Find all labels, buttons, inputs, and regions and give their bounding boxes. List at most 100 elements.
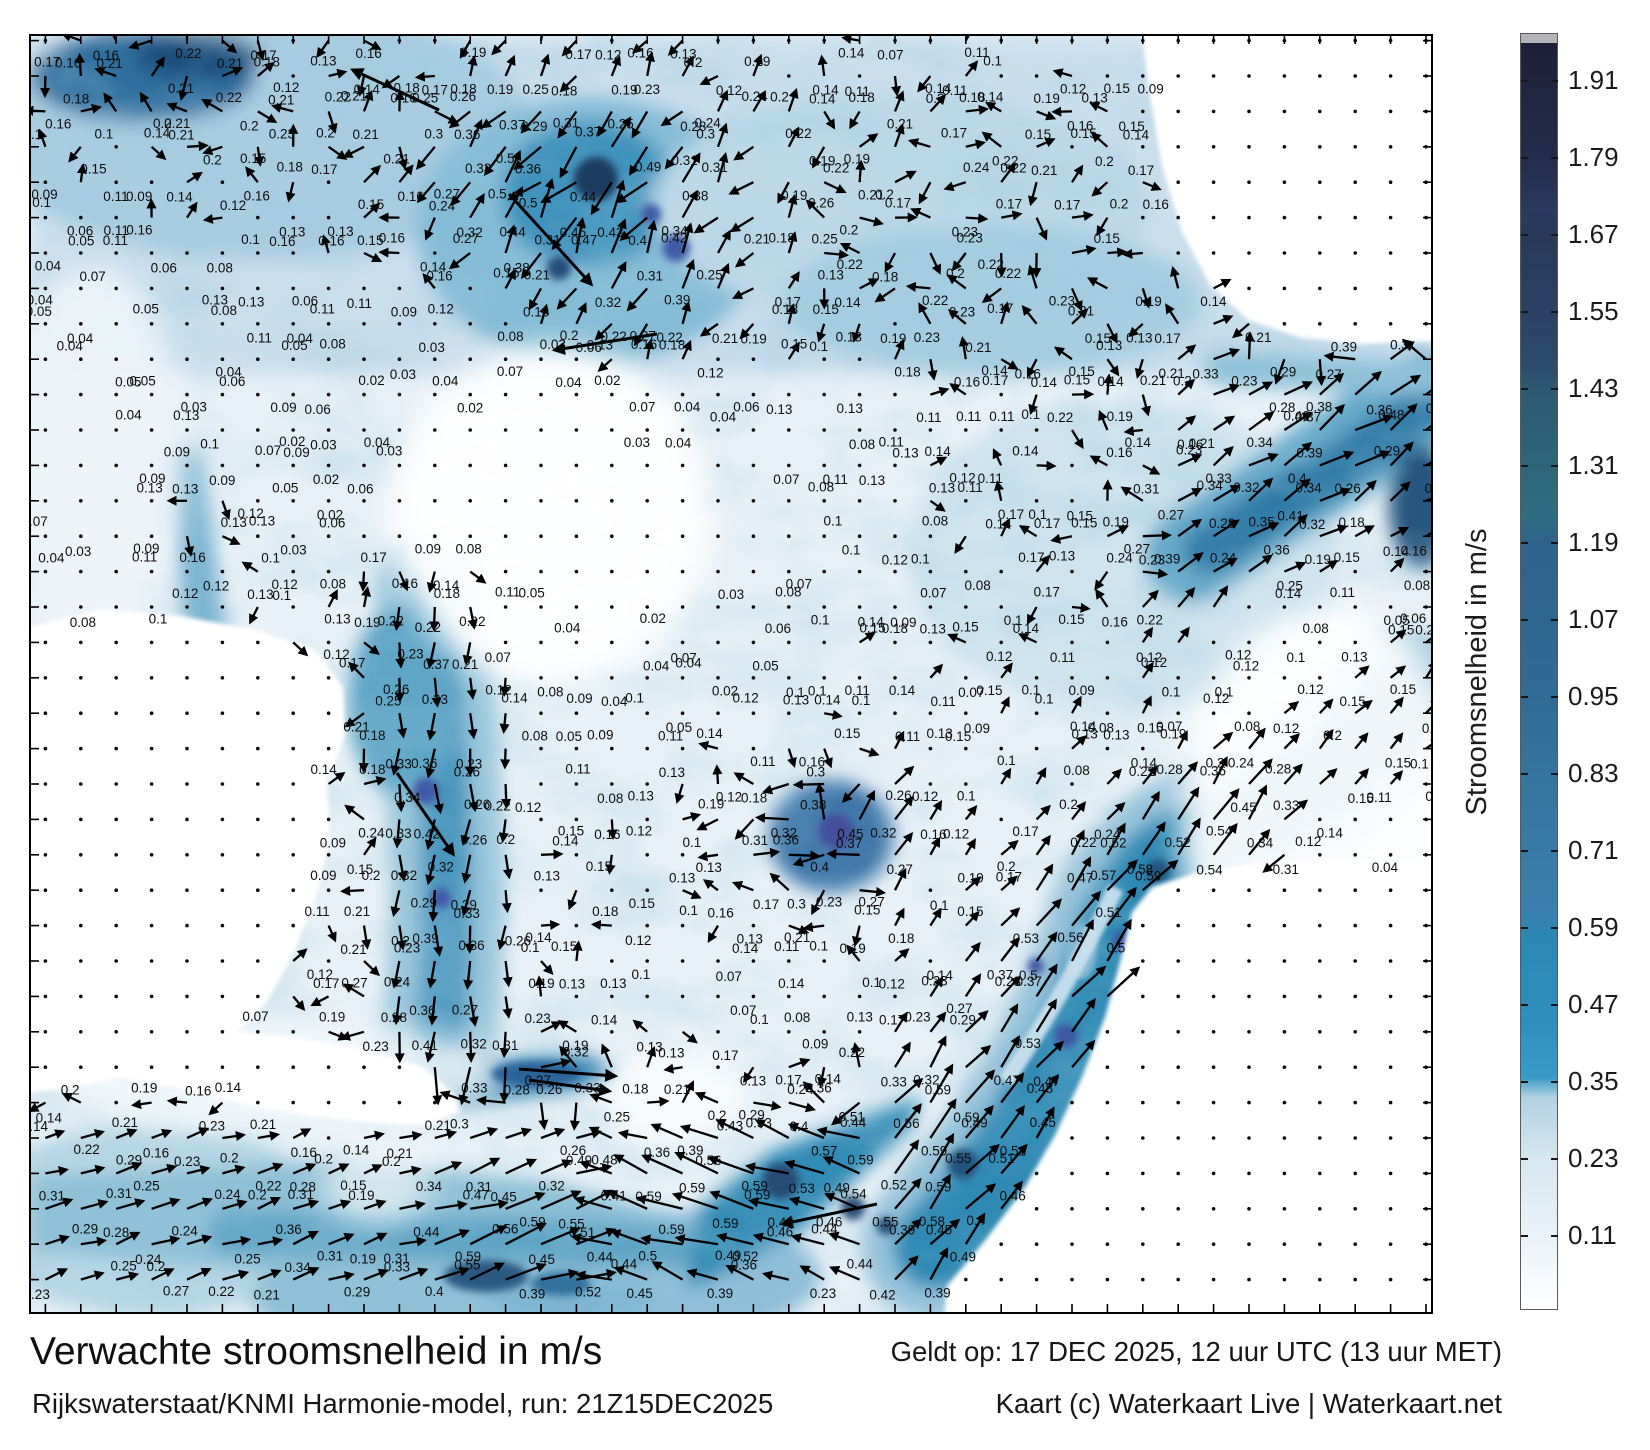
svg-text:0.23: 0.23 [995, 974, 1021, 989]
svg-text:0.09: 0.09 [31, 187, 57, 202]
svg-text:0.1: 0.1 [983, 54, 1002, 69]
svg-text:0.13: 0.13 [279, 225, 305, 240]
svg-text:0.03: 0.03 [181, 399, 207, 414]
svg-text:0.32: 0.32 [563, 1045, 589, 1060]
svg-text:0.19: 0.19 [740, 332, 766, 347]
svg-text:0.31: 0.31 [702, 160, 728, 175]
colorbar-tick [1551, 1081, 1558, 1084]
svg-text:0.16: 0.16 [355, 46, 381, 61]
svg-text:0.21: 0.21 [1140, 373, 1166, 388]
colorbar-tick [1521, 157, 1528, 160]
colorbar-tick [1551, 850, 1558, 853]
svg-text:0.27: 0.27 [453, 231, 479, 246]
svg-text:0.14: 0.14 [981, 363, 1008, 378]
svg-text:0.27: 0.27 [887, 862, 913, 877]
frame-ticks [31, 36, 1431, 1312]
svg-text:0.15: 0.15 [1085, 331, 1111, 346]
svg-text:0.12: 0.12 [626, 824, 652, 839]
svg-text:0.12: 0.12 [323, 647, 349, 662]
svg-text:0.14: 0.14 [166, 189, 193, 204]
svg-text:0.45: 0.45 [926, 1222, 952, 1237]
svg-text:0.14: 0.14 [215, 1080, 242, 1095]
svg-text:0.55: 0.55 [872, 1214, 898, 1229]
colorbar-tick [1521, 619, 1528, 622]
svg-text:0.12: 0.12 [1233, 658, 1259, 673]
svg-text:0.33: 0.33 [385, 756, 411, 771]
colorbar-tick [1551, 80, 1558, 83]
svg-text:0.31: 0.31 [671, 153, 697, 168]
svg-text:0.42: 0.42 [661, 230, 687, 245]
svg-text:0.13: 0.13 [1126, 331, 1152, 346]
svg-text:0.28: 0.28 [1209, 516, 1235, 531]
svg-text:0.05: 0.05 [68, 233, 94, 248]
svg-text:0.08: 0.08 [497, 329, 523, 344]
svg-text:0.31: 0.31 [637, 269, 663, 284]
svg-text:0.2: 0.2 [240, 118, 259, 133]
svg-text:0.13: 0.13 [818, 267, 844, 282]
svg-text:0.22: 0.22 [657, 330, 683, 345]
svg-text:0.15: 0.15 [340, 1178, 366, 1193]
svg-text:0.15: 0.15 [1067, 508, 1093, 523]
svg-text:0.36: 0.36 [276, 1222, 302, 1237]
svg-text:0.11: 0.11 [845, 683, 870, 698]
svg-text:0.28: 0.28 [1269, 400, 1295, 415]
svg-text:0.05: 0.05 [1383, 613, 1409, 628]
colorbar-tick [1521, 1158, 1528, 1161]
svg-text:0.04: 0.04 [115, 407, 142, 422]
svg-text:0.55: 0.55 [945, 1151, 971, 1166]
svg-text:0.2: 0.2 [248, 1188, 267, 1203]
svg-text:0.11: 0.11 [104, 223, 129, 238]
svg-text:0.14: 0.14 [591, 1012, 618, 1027]
svg-text:0.26: 0.26 [1334, 481, 1360, 496]
svg-text:0.06: 0.06 [292, 293, 318, 308]
svg-text:0.07: 0.07 [629, 400, 655, 415]
svg-text:0.44: 0.44 [570, 190, 597, 205]
svg-text:0.55: 0.55 [558, 1217, 584, 1232]
svg-text:0.08: 0.08 [70, 615, 96, 630]
svg-text:0.33: 0.33 [454, 906, 480, 921]
svg-text:0.04: 0.04 [643, 659, 670, 674]
svg-text:0.04: 0.04 [432, 374, 459, 389]
svg-text:0.21: 0.21 [452, 657, 478, 672]
svg-text:0.19: 0.19 [844, 152, 870, 167]
svg-text:0.1: 0.1 [1162, 684, 1181, 699]
colorbar-tick [1521, 465, 1528, 468]
svg-text:0.31: 0.31 [534, 233, 560, 248]
svg-text:0.34: 0.34 [416, 1179, 443, 1194]
svg-text:0.08: 0.08 [320, 577, 346, 592]
svg-text:0.08: 0.08 [808, 480, 834, 495]
svg-text:0.17: 0.17 [1034, 584, 1060, 599]
svg-text:0.14: 0.14 [889, 683, 916, 698]
svg-text:0.27: 0.27 [1158, 507, 1184, 522]
svg-text:0.12: 0.12 [237, 506, 263, 521]
svg-text:0.02: 0.02 [712, 684, 738, 699]
svg-text:0.25: 0.25 [110, 1258, 136, 1273]
svg-text:0.12: 0.12 [1273, 721, 1299, 736]
svg-text:0.13: 0.13 [927, 726, 953, 741]
svg-text:0.22: 0.22 [785, 126, 811, 141]
svg-text:0.16: 0.16 [707, 906, 733, 921]
svg-text:0.27: 0.27 [452, 1002, 478, 1017]
svg-text:0.06: 0.06 [219, 374, 245, 389]
svg-text:0.35: 0.35 [1248, 515, 1274, 530]
svg-text:0.15: 0.15 [80, 162, 106, 177]
svg-text:0.02: 0.02 [317, 507, 343, 522]
svg-text:0.31: 0.31 [466, 1179, 492, 1194]
svg-text:0.5: 0.5 [638, 1249, 657, 1264]
svg-text:0.2: 0.2 [61, 1083, 80, 1098]
svg-text:0.07: 0.07 [671, 650, 697, 665]
svg-text:0.18: 0.18 [872, 269, 898, 284]
svg-text:0.05: 0.05 [519, 585, 545, 600]
colorbar-tick-label: 0.11 [1568, 1220, 1617, 1251]
svg-text:0.17: 0.17 [1154, 331, 1180, 346]
svg-text:0.05: 0.05 [31, 304, 52, 319]
colorbar-tick-label: 0.47 [1568, 989, 1619, 1020]
svg-text:0.16: 0.16 [392, 576, 418, 591]
svg-text:0.48: 0.48 [591, 1153, 617, 1168]
svg-text:0.29: 0.29 [521, 119, 547, 134]
colorbar-tick [1551, 1235, 1558, 1238]
svg-text:0.14: 0.14 [433, 578, 460, 593]
svg-text:0.09: 0.09 [164, 445, 190, 460]
svg-text:0.41: 0.41 [600, 1188, 626, 1203]
svg-text:0.02: 0.02 [594, 373, 620, 388]
